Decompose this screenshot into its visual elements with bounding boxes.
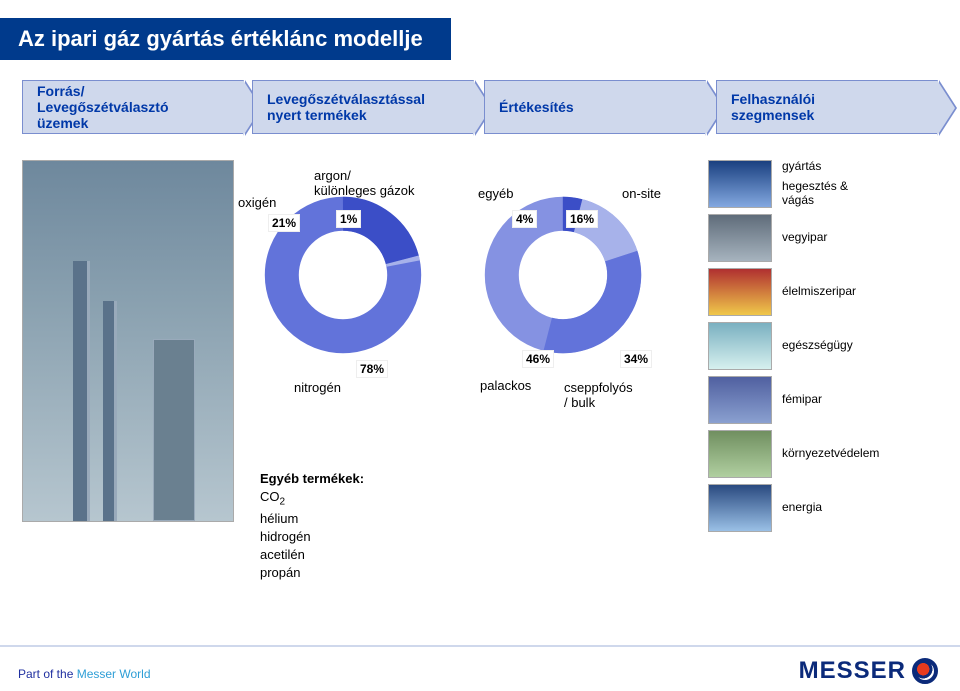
- seg-metals: fémipar: [708, 376, 938, 424]
- op-h2: hidrogén: [260, 528, 364, 546]
- energy-icon: [708, 484, 772, 532]
- op-co2: CO2: [260, 488, 364, 510]
- footer: Part of the Messer World MESSER: [0, 645, 960, 691]
- op-ac: acetilén: [260, 546, 364, 564]
- other-products: Egyéb termékek: CO2 hélium hidrogén acet…: [260, 470, 364, 583]
- value-chain-chevrons: Forrás/ Levegőszétválasztó üzemek Levegő…: [22, 80, 938, 138]
- lbl-nitrogen: nitrogén: [294, 380, 341, 395]
- op-pr: propán: [260, 564, 364, 582]
- segment-thumbs: gyártás hegesztés & vágás vegyipar élelmi…: [708, 160, 938, 538]
- seg-chemical: vegyipar: [708, 214, 938, 262]
- seg-lbl-energy: energia: [782, 501, 822, 515]
- welding-icon: [708, 160, 772, 208]
- slide-title: Az ipari gáz gyártás értéklánc modellje: [0, 18, 451, 60]
- lbl-oxygen: oxigén: [238, 195, 276, 210]
- plant-photo: [22, 160, 234, 522]
- food-icon: [708, 268, 772, 316]
- other-products-header: Egyéb termékek:: [260, 470, 364, 488]
- seg-health: egészségügy: [708, 322, 938, 370]
- pct-bulk: 34%: [620, 350, 652, 368]
- metals-icon: [708, 376, 772, 424]
- chevron-products: Levegőszétválasztással nyert termékek: [252, 80, 474, 134]
- seg-lbl-food: élelmiszeripar: [782, 285, 856, 299]
- chevron-users: Felhasználói szegmensek: [716, 80, 938, 134]
- chemical-icon: [708, 214, 772, 262]
- seg-lbl-manuf: gyártás: [782, 160, 848, 174]
- seg-env: környezetvédelem: [708, 430, 938, 478]
- seg-lbl-weld: hegesztés & vágás: [782, 180, 848, 208]
- pct-oxygen: 21%: [268, 214, 300, 232]
- footer-tagline: Part of the Messer World: [18, 667, 151, 681]
- lbl-other: egyéb: [478, 186, 513, 201]
- health-icon: [708, 322, 772, 370]
- chevron-sales: Értékesítés: [484, 80, 706, 134]
- lbl-bulk: cseppfolyós / bulk: [564, 380, 633, 410]
- pct-cyl: 46%: [522, 350, 554, 368]
- seg-lbl-health: egészségügy: [782, 339, 853, 353]
- chevron-source: Forrás/ Levegőszétválasztó üzemek: [22, 80, 244, 134]
- seg-lbl-chem: vegyipar: [782, 231, 827, 245]
- pct-nitrogen: 78%: [356, 360, 388, 378]
- logo-ring-icon: [912, 658, 938, 684]
- seg-energy: energia: [708, 484, 938, 532]
- messer-logo: MESSER: [799, 657, 938, 685]
- pct-other: 4%: [512, 210, 537, 228]
- pct-onsite: 16%: [566, 210, 598, 228]
- seg-lbl-env: környezetvédelem: [782, 447, 879, 461]
- slide: Az ipari gáz gyártás értéklánc modellje …: [0, 0, 960, 691]
- seg-lbl-metals: fémipar: [782, 393, 822, 407]
- seg-food: élelmiszeripar: [708, 268, 938, 316]
- seg-manufacturing: gyártás hegesztés & vágás: [708, 160, 938, 208]
- lbl-argon: argon/ különleges gázok: [314, 168, 414, 198]
- env-icon: [708, 430, 772, 478]
- lbl-onsite: on-site: [622, 186, 661, 201]
- op-he: hélium: [260, 510, 364, 528]
- sales-donut: [478, 190, 648, 360]
- lbl-cyl: palackos: [480, 378, 531, 393]
- pct-argon: 1%: [336, 210, 361, 228]
